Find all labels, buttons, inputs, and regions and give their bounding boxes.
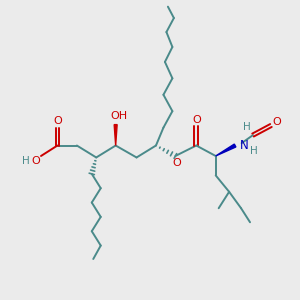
Text: OH: OH [110, 111, 127, 121]
Text: H: H [243, 122, 251, 132]
Text: H: H [250, 146, 257, 156]
Text: O: O [53, 116, 62, 126]
Text: O: O [172, 158, 181, 168]
Text: O: O [31, 156, 40, 166]
Text: N: N [240, 139, 249, 152]
Text: H: H [22, 156, 30, 166]
Polygon shape [114, 124, 117, 146]
Text: O: O [192, 115, 201, 124]
Polygon shape [216, 144, 236, 156]
Text: O: O [272, 117, 281, 127]
